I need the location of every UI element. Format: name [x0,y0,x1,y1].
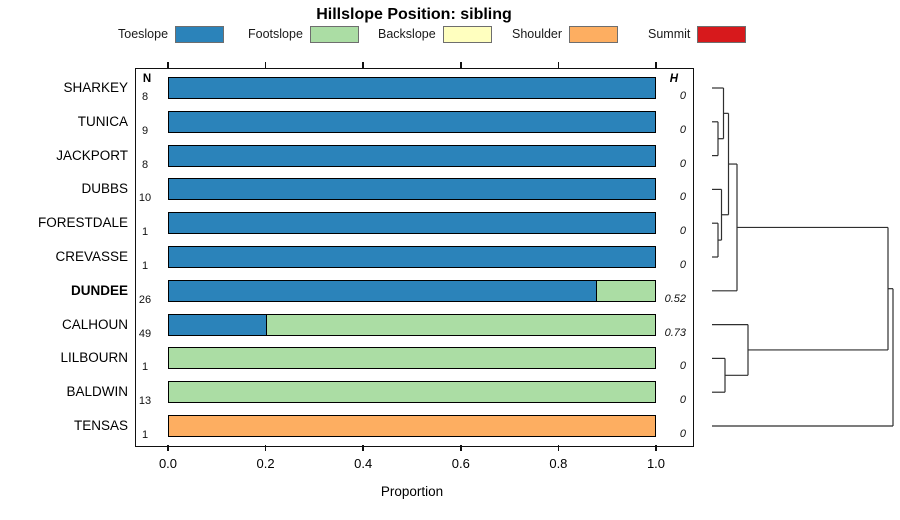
h-value-crevasse: 0 [679,259,686,271]
n-value-tensas: 1 [141,429,149,441]
n-column-header: N [142,73,152,85]
x-axis-tick-bottom [460,445,462,451]
bar-segment-toeslope [169,145,655,166]
n-value-dubbs: 10 [138,192,152,205]
h-value-jackport: 0 [679,157,686,170]
h-value-sharkey: 0 [679,90,686,102]
legend-item-footslope: Footslope [248,25,359,43]
bar-tensas [168,415,656,437]
bar-segment-toeslope [169,213,655,234]
bar-segment-toeslope [169,247,655,267]
n-value-tunica: 9 [141,124,149,137]
row-label-calhoun: CALHOUN [61,316,128,332]
h-value-calhoun: 0.73 [664,326,686,339]
h-column-header: H [669,73,678,85]
legend-label-toeslope: Toeslope [118,27,169,41]
x-axis-tick-top [655,62,657,68]
legend-label-backslope: Backslope [378,27,436,41]
legend-item-toeslope: Toeslope [118,25,225,43]
bar-baldwin [168,381,656,404]
row-label-tunica: TUNICA [77,113,128,129]
bar-dundee [168,279,656,302]
backslope-color-swatch [442,25,492,43]
n-value-baldwin: 13 [138,395,152,408]
bar-segment-toeslope [169,280,596,301]
row-label-sharkey: SHARKEY [63,80,128,95]
row-label-tensas: TENSAS [73,418,128,433]
bar-forestdale [168,212,656,235]
bar-segment-toeslope [169,111,655,132]
x-axis-tick-bottom [264,445,267,451]
legend-label-summit: Summit [648,27,691,41]
x-axis-tick-bottom [557,445,560,451]
x-axis-tick-top [264,62,267,68]
row-label-crevasse: CREVASSE [55,249,128,264]
bar-sharkey [168,77,656,99]
chart-title: Hillslope Position: sibling [316,6,512,23]
row-label-baldwin: BALDWIN [66,384,128,400]
legend-label-footslope: Footslope [248,27,303,41]
row-label-lilbourn: LILBOURN [60,350,128,366]
legend-item-summit: Summit [648,25,747,43]
x-axis-tick-bottom [167,445,169,451]
bar-dubbs [168,178,656,201]
x-axis-tick-top [557,62,560,68]
h-value-baldwin: 0 [679,394,686,407]
bar-segment-footslope [169,382,655,403]
x-axis-tick-bottom [362,445,364,451]
x-axis-tick-label: 0.8 [549,456,568,471]
shoulder-color-swatch [569,25,619,43]
x-axis-tick-label: 0.2 [256,456,275,471]
h-value-tensas: 0 [679,428,686,440]
x-axis-tick-top [460,62,462,68]
h-value-forestdale: 0 [679,225,686,238]
n-value-crevasse: 1 [141,260,149,272]
n-value-calhoun: 49 [138,327,152,340]
plot-frame [135,68,694,447]
bar-calhoun [168,313,656,336]
bar-segment-toeslope [169,314,266,335]
n-value-sharkey: 8 [141,91,149,103]
n-value-forestdale: 1 [141,226,149,239]
bar-segment-shoulder [169,416,655,436]
row-label-forestdale: FORESTDALE [37,215,128,231]
x-axis-tick-top [167,62,169,68]
x-axis-tick-bottom [655,445,657,451]
bar-segment-footslope [266,314,655,335]
h-value-dubbs: 0 [679,191,686,204]
x-axis-tick-label: 0.4 [354,456,373,471]
h-value-tunica: 0 [679,123,686,136]
h-value-dundee: 0.52 [664,292,686,305]
bar-crevasse [168,246,656,268]
n-value-dundee: 26 [138,293,152,306]
x-axis-tick-label: 0.0 [158,456,178,471]
x-axis-tick-label: 1.0 [646,456,666,471]
summit-color-swatch [697,25,747,43]
footslope-color-swatch [309,25,359,43]
legend: Toeslope Footslope Backslope Shoulder Su… [0,25,900,43]
bar-tunica [168,110,656,133]
bar-lilbourn [168,347,656,370]
legend-item-backslope: Backslope [378,25,492,43]
legend-item-shoulder: Shoulder [512,25,619,43]
x-axis-tick-top [362,62,364,68]
x-axis-title: Proportion [380,484,444,499]
row-label-dubbs: DUBBS [81,181,128,197]
n-value-lilbourn: 1 [141,361,149,374]
row-label-jackport: JACKPORT [56,147,128,163]
bar-segment-footslope [169,348,655,369]
bar-segment-footslope [595,280,655,301]
toeslope-color-swatch [175,25,225,43]
legend-label-shoulder: Shoulder [512,27,563,41]
row-label-dundee: DUNDEE [70,282,128,298]
n-value-jackport: 8 [141,158,149,171]
bar-segment-toeslope [169,78,655,98]
x-axis-tick-label: 0.6 [451,456,470,471]
h-value-lilbourn: 0 [679,360,686,373]
bar-segment-toeslope [169,179,655,200]
bar-jackport [168,144,656,167]
